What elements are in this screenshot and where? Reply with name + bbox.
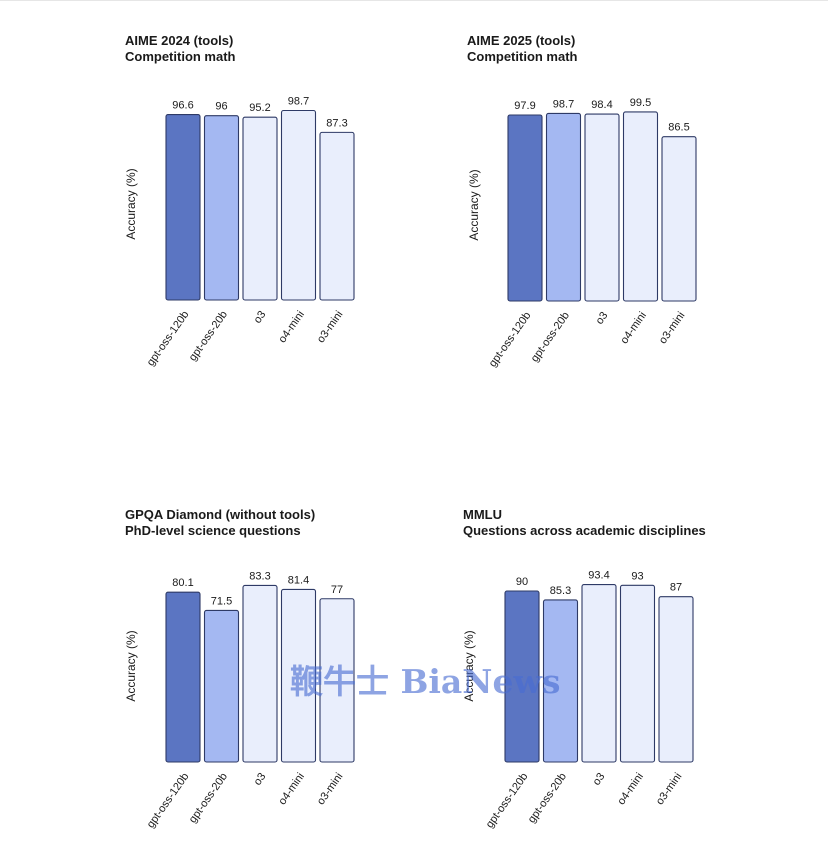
bar-o3 xyxy=(584,113,620,302)
y-axis-label: Accuracy (%) xyxy=(462,630,476,701)
x-tick-label: gpt-oss-120b xyxy=(484,771,531,830)
bar-gpt-oss-20b xyxy=(203,609,240,763)
chart-title: GPQA Diamond (without tools) xyxy=(125,507,316,522)
data-label: 98.4 xyxy=(591,99,612,111)
bar-gpt-oss-120b xyxy=(504,590,540,763)
bar-chart-mmlu: Accuracy (%) 90 gpt-oss-120b 85.3 gpt-oss-20… xyxy=(462,570,694,830)
x-tick-label: o3-mini xyxy=(654,771,685,807)
data-label: 83.3 xyxy=(249,570,270,582)
x-tick-label: o4-mini xyxy=(615,771,646,807)
data-label: 98.7 xyxy=(553,98,574,110)
chart-subtitle: PhD-level science questions xyxy=(125,523,301,538)
bar-o3-mini xyxy=(658,596,694,763)
x-tick-label: gpt-oss-120b xyxy=(487,310,534,369)
data-label: 87.3 xyxy=(326,117,347,129)
x-tick-label: o4-mini xyxy=(276,309,307,345)
data-label: 93 xyxy=(631,570,643,582)
x-tick-label: o4-mini xyxy=(618,310,649,346)
x-tick-label: o3 xyxy=(252,771,269,788)
bar-gpt-oss-20b xyxy=(203,115,240,301)
x-tick-label: o3-mini xyxy=(315,309,346,345)
x-tick-label: gpt-oss-20b xyxy=(187,309,230,363)
data-label: 99.5 xyxy=(630,97,651,109)
bar-gpt-oss-20b xyxy=(542,599,579,763)
bar-o4-mini xyxy=(280,109,317,301)
bar-chart-aime-2025: Accuracy (%) 97.9 gpt-oss-120b 98.7 gpt-oss-… xyxy=(467,97,697,369)
x-tick-label: o3-mini xyxy=(315,771,346,807)
data-label: 90 xyxy=(516,576,528,588)
bar-gpt-oss-120b xyxy=(165,113,201,301)
bar-chart-aime-2024: Accuracy (%) 96.6 gpt-oss-120b 96 gpt-oss-20… xyxy=(124,95,355,368)
bar-o3 xyxy=(242,584,278,763)
data-label: 85.3 xyxy=(550,585,571,597)
bar-o4-mini xyxy=(619,584,656,763)
x-tick-label: gpt-oss-120b xyxy=(145,771,192,830)
x-tick-label: o3-mini xyxy=(657,310,688,346)
bar-chart-gpqa-diamond: Accuracy (%) 80.1 gpt-oss-120b 71.5 gpt-oss-… xyxy=(124,570,355,830)
data-label: 87 xyxy=(670,582,682,594)
data-label: 95.2 xyxy=(249,102,270,114)
bar-gpt-oss-120b xyxy=(165,591,201,763)
x-tick-label: o3 xyxy=(252,309,269,326)
x-tick-label: o3 xyxy=(591,771,608,788)
x-tick-label: gpt-oss-20b xyxy=(529,310,572,364)
bar-o4-mini xyxy=(280,588,317,763)
x-tick-label: gpt-oss-20b xyxy=(526,771,569,825)
x-tick-label: o4-mini xyxy=(276,771,307,807)
bar-gpt-oss-120b xyxy=(507,114,543,302)
x-tick-label: gpt-oss-20b xyxy=(187,771,230,825)
data-label: 96.6 xyxy=(172,100,193,112)
watermark-text: 鞭牛士 BiaNews xyxy=(290,662,561,701)
data-label: 98.7 xyxy=(288,95,309,107)
bar-o3 xyxy=(581,583,617,763)
chart-title: AIME 2025 (tools) xyxy=(467,33,576,48)
y-axis-label: Accuracy (%) xyxy=(124,168,138,239)
chart-subtitle: Competition math xyxy=(467,49,578,64)
bar-o4-mini xyxy=(622,111,659,302)
data-label: 80.1 xyxy=(172,577,193,589)
chart-subtitle: Questions across academic disciplines xyxy=(463,523,706,538)
chart-subtitle: Competition math xyxy=(125,49,236,64)
data-label: 81.4 xyxy=(288,574,309,586)
bar-o3-mini xyxy=(319,598,355,763)
data-label: 86.5 xyxy=(668,122,689,134)
y-axis-label: Accuracy (%) xyxy=(124,630,138,701)
bar-o3-mini xyxy=(319,131,355,301)
bar-gpt-oss-20b xyxy=(545,112,582,302)
data-label: 77 xyxy=(331,584,343,596)
x-tick-label: o3 xyxy=(594,310,611,327)
data-label: 71.5 xyxy=(211,595,232,607)
data-label: 97.9 xyxy=(514,100,535,112)
data-label: 96 xyxy=(215,101,227,113)
y-axis-label: Accuracy (%) xyxy=(467,169,481,240)
x-tick-label: gpt-oss-120b xyxy=(145,309,192,368)
bar-o3-mini xyxy=(661,136,697,302)
top-divider xyxy=(0,0,828,1)
chart-title: MMLU xyxy=(463,507,502,522)
bar-o3 xyxy=(242,116,278,301)
data-label: 93.4 xyxy=(588,570,609,582)
chart-title: AIME 2024 (tools) xyxy=(125,33,234,48)
